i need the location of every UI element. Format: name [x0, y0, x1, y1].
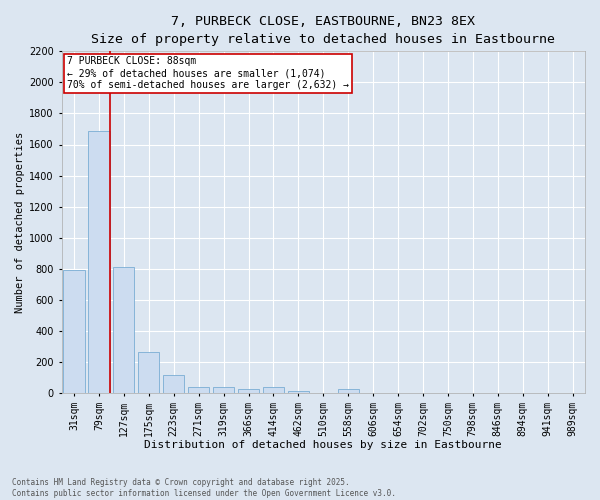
Bar	[213, 386, 234, 393]
Bar	[238, 389, 259, 393]
Bar	[64, 270, 85, 393]
Bar	[188, 386, 209, 393]
Bar	[263, 386, 284, 393]
Bar	[88, 130, 110, 393]
Bar	[113, 267, 134, 393]
Title: 7, PURBECK CLOSE, EASTBOURNE, BN23 8EX
Size of property relative to detached hou: 7, PURBECK CLOSE, EASTBOURNE, BN23 8EX S…	[91, 15, 555, 46]
Text: Contains HM Land Registry data © Crown copyright and database right 2025.
Contai: Contains HM Land Registry data © Crown c…	[12, 478, 396, 498]
Y-axis label: Number of detached properties: Number of detached properties	[15, 132, 25, 313]
Bar	[288, 392, 309, 393]
Bar	[138, 352, 160, 393]
X-axis label: Distribution of detached houses by size in Eastbourne: Distribution of detached houses by size …	[145, 440, 502, 450]
Text: 7 PURBECK CLOSE: 88sqm
← 29% of detached houses are smaller (1,074)
70% of semi-: 7 PURBECK CLOSE: 88sqm ← 29% of detached…	[67, 56, 349, 90]
Bar	[163, 375, 184, 393]
Bar	[338, 389, 359, 393]
